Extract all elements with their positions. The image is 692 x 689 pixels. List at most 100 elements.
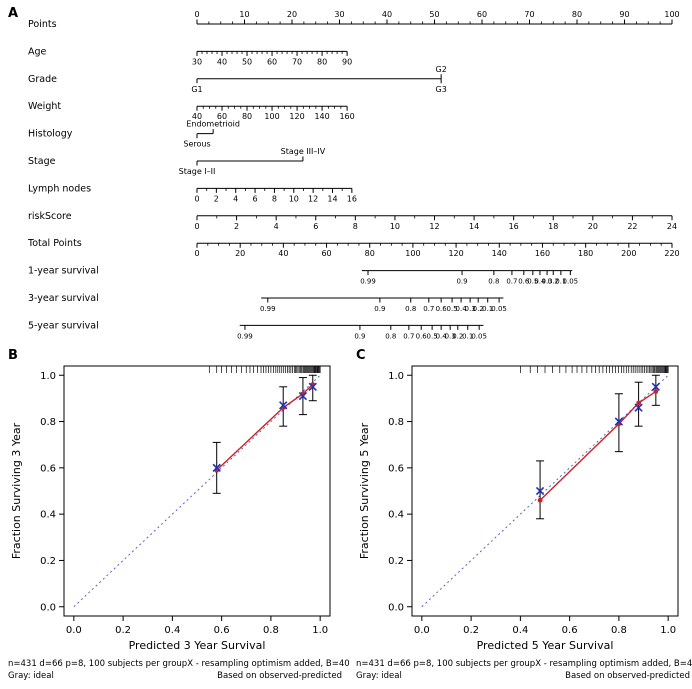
svg-text:0.6: 0.6 [214, 625, 230, 636]
svg-text:160: 160 [535, 249, 550, 258]
svg-text:1.0: 1.0 [660, 625, 676, 636]
panel-c-caption-x-legend: X - resampling optimism added, B=40 [535, 659, 692, 669]
svg-text:Predicted 5 Year Survival: Predicted 5 Year Survival [477, 639, 614, 652]
svg-text:70: 70 [524, 10, 534, 19]
svg-text:Stage III–IV: Stage III–IV [281, 147, 326, 156]
svg-text:10: 10 [390, 222, 400, 231]
svg-text:40: 40 [382, 10, 392, 19]
svg-text:Grade: Grade [28, 74, 57, 85]
svg-text:G1: G1 [191, 85, 202, 94]
calibration-3yr-chart: 0.0 0.2 0.4 0.6 0.8 1.0 0.0 0.2 0.4 0.6 0.8 1.0 Pred… [10, 365, 331, 652]
svg-text:0.4: 0.4 [164, 625, 180, 636]
svg-text:0.6: 0.6 [562, 625, 578, 636]
svg-text:0.6: 0.6 [40, 463, 56, 474]
svg-text:riskScore: riskScore [28, 211, 72, 222]
svg-text:0: 0 [194, 222, 199, 231]
svg-text:0.3: 0.3 [465, 305, 476, 313]
panel-b-caption-line2: Gray: ideal Based on observed-predicted [8, 670, 342, 682]
svg-text:0.2: 0.2 [463, 625, 479, 636]
svg-text:20: 20 [287, 10, 297, 19]
svg-text:5-year survival: 5-year survival [28, 320, 99, 331]
svg-text:Total Points: Total Points [27, 238, 82, 249]
svg-text:3-year survival: 3-year survival [28, 293, 99, 304]
svg-text:G2: G2 [436, 65, 447, 74]
svg-text:60: 60 [321, 249, 331, 258]
svg-text:4: 4 [274, 222, 279, 231]
svg-text:0.1: 0.1 [555, 278, 566, 286]
svg-text:200: 200 [621, 249, 636, 258]
svg-text:0.0: 0.0 [414, 625, 430, 636]
panel-b-caption: n=431 d=66 p=8, 100 subjects per group X… [8, 658, 350, 682]
svg-text:0.8: 0.8 [405, 305, 416, 313]
svg-text:0.7: 0.7 [403, 332, 414, 340]
svg-text:0.0: 0.0 [66, 625, 82, 636]
svg-text:100: 100 [664, 10, 679, 19]
svg-text:0.6: 0.6 [416, 332, 428, 340]
svg-text:22: 22 [627, 222, 637, 231]
svg-text:0.8: 0.8 [40, 417, 56, 428]
svg-text:140: 140 [492, 249, 507, 258]
svg-text:10: 10 [289, 194, 299, 203]
svg-text:0.0: 0.0 [40, 602, 56, 613]
svg-text:0.9: 0.9 [374, 305, 385, 313]
panel-c-label: C [356, 348, 366, 363]
svg-text:0.4: 0.4 [436, 332, 448, 340]
svg-text:Endometrioid: Endometrioid [186, 120, 240, 129]
calibration-5yr-chart: 0.0 0.2 0.4 0.6 0.8 1.0 0.0 0.2 0.4 0.6 0.8 1.0 Pred… [358, 365, 679, 652]
svg-text:0.5: 0.5 [427, 332, 438, 340]
svg-text:14: 14 [327, 194, 337, 203]
svg-text:G3: G3 [436, 85, 447, 94]
panel-c-caption-stats: n=431 d=66 p=8, 100 subjects per group [356, 659, 536, 669]
svg-text:0.99: 0.99 [360, 278, 376, 286]
svg-text:0.05: 0.05 [471, 332, 487, 340]
svg-text:20: 20 [588, 222, 598, 231]
panel-b-caption-line1: n=431 d=66 p=8, 100 subjects per group X… [8, 658, 350, 670]
svg-text:0.6: 0.6 [518, 278, 530, 286]
svg-text:2: 2 [214, 194, 219, 203]
svg-text:Predicted 3 Year Survival: Predicted 3 Year Survival [129, 639, 266, 652]
svg-text:Lymph nodes: Lymph nodes [28, 183, 91, 194]
svg-text:90: 90 [619, 10, 629, 19]
svg-text:Stage: Stage [28, 156, 56, 167]
svg-text:0.8: 0.8 [385, 332, 396, 340]
svg-text:Stage I–II: Stage I–II [179, 167, 216, 176]
svg-text:100: 100 [264, 112, 279, 121]
svg-text:2: 2 [234, 222, 239, 231]
svg-text:80: 80 [572, 10, 582, 19]
svg-text:0.5: 0.5 [447, 305, 458, 313]
svg-text:0.0: 0.0 [388, 602, 404, 613]
svg-text:6: 6 [253, 194, 258, 203]
svg-text:10: 10 [239, 10, 249, 19]
svg-text:14: 14 [469, 222, 479, 231]
svg-text:Fraction Surviving 5 Year: Fraction Surviving 5 Year [358, 422, 371, 559]
svg-text:1.0: 1.0 [388, 371, 404, 382]
svg-text:40: 40 [217, 57, 227, 66]
svg-text:0.9: 0.9 [456, 278, 467, 286]
svg-text:12: 12 [308, 194, 318, 203]
svg-text:12: 12 [429, 222, 439, 231]
svg-text:0.6: 0.6 [388, 463, 404, 474]
svg-text:0.8: 0.8 [488, 278, 499, 286]
panel-b-caption-x-legend: X - resampling optimism added, B=40 [187, 659, 350, 669]
svg-text:0.4: 0.4 [456, 305, 468, 313]
panel-c-caption-line2: Gray: ideal Based on observed-predicted [356, 670, 690, 682]
svg-text:Weight: Weight [28, 101, 61, 112]
svg-text:120: 120 [448, 249, 463, 258]
svg-text:1.0: 1.0 [312, 625, 328, 636]
svg-text:8: 8 [272, 194, 277, 203]
svg-text:16: 16 [509, 222, 519, 231]
panel-c-caption-based-on: Based on observed-predicted [565, 671, 690, 681]
svg-text:0.4: 0.4 [388, 510, 404, 521]
svg-text:120: 120 [289, 112, 304, 121]
svg-text:0.2: 0.2 [452, 332, 463, 340]
svg-text:0.1: 0.1 [482, 305, 493, 313]
panel-a-label: A [8, 6, 19, 21]
svg-text:0.3: 0.3 [445, 332, 456, 340]
svg-text:20: 20 [235, 249, 245, 258]
svg-text:0.2: 0.2 [548, 278, 559, 286]
svg-text:140: 140 [314, 112, 329, 121]
panel-c-caption: n=431 d=66 p=8, 100 subjects per group X… [356, 658, 692, 682]
svg-text:0: 0 [194, 194, 199, 203]
svg-text:100: 100 [405, 249, 420, 258]
